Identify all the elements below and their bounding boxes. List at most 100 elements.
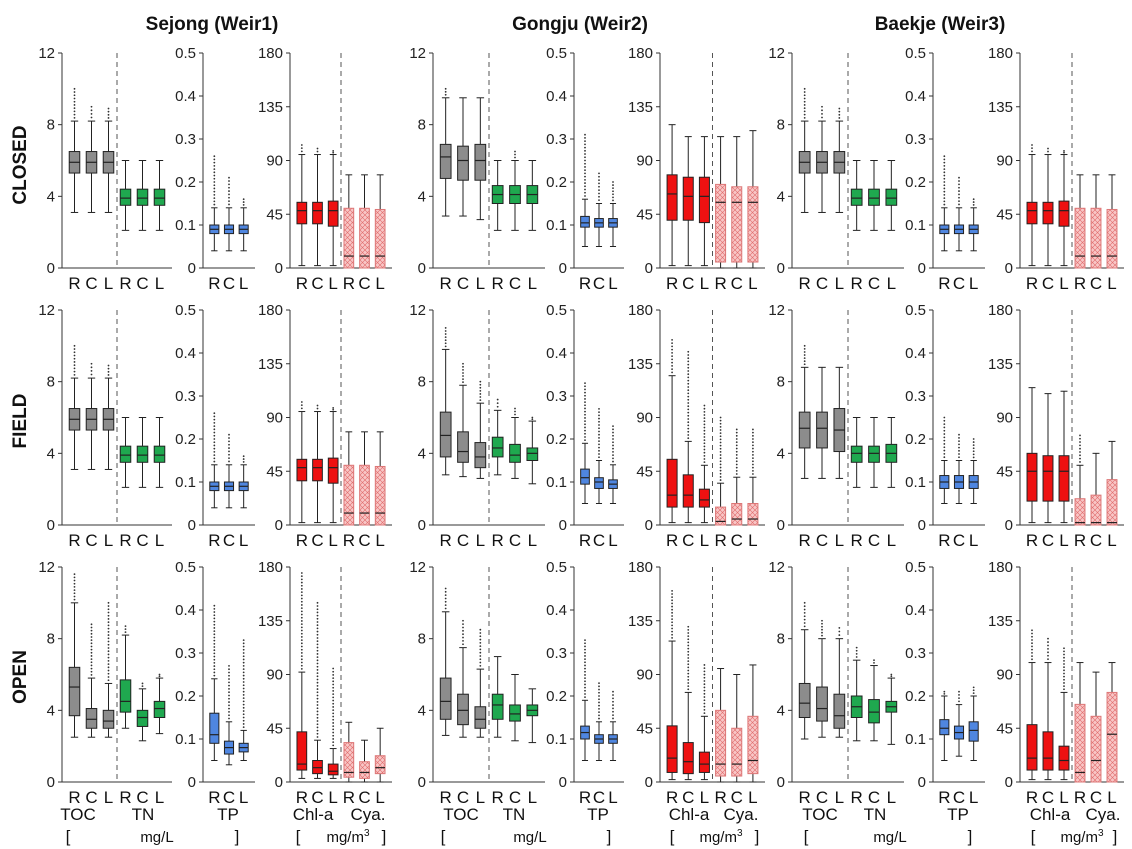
cya-box-r-outlier: [719, 463, 722, 466]
tp-box-c-outlier: [598, 437, 600, 439]
y-tick-label: 90: [636, 667, 653, 684]
y-tick-label: 0.1: [175, 474, 196, 491]
category-label-r: R: [119, 531, 131, 550]
y-tick-label: 4: [47, 702, 55, 719]
category-label-c: C: [682, 531, 694, 550]
y-tick-label: 0.2: [175, 174, 196, 191]
chl-a-box-c-outlier: [687, 679, 690, 681]
toc-box-l-outlier: [107, 614, 110, 617]
chl-a-box-l: [698, 751, 710, 773]
toc-box-c-outlier: [90, 362, 93, 365]
category-label-l: L: [835, 788, 844, 807]
tp-box-r-outlier: [584, 143, 586, 146]
tp-box-r-outlier: [584, 436, 586, 438]
toc-box-l-outlier: [107, 676, 110, 678]
tn-box-c-outlier: [514, 413, 516, 416]
tp-box-r-outlier: [584, 642, 586, 645]
toc-box-c-outlier: [821, 631, 823, 634]
tp-box-r-outlier: [584, 670, 586, 673]
chl-a-box-c-outlier: [316, 643, 319, 646]
tp-box-l-outlier: [612, 707, 614, 710]
y-tick-label: 12: [768, 302, 785, 319]
y-tick-label: 45: [266, 463, 283, 480]
y-tick-label: 12: [768, 45, 785, 62]
tp-box-r: [580, 468, 590, 485]
tp-box-l-outlier: [972, 689, 975, 692]
category-label-l: L: [528, 531, 537, 550]
toc-box-c-outlier: [462, 626, 464, 629]
tp-box-c-outlier: [598, 417, 600, 420]
cya-box-l-outlier: [752, 438, 754, 440]
y-tick-label: 12: [38, 302, 55, 319]
y-tick-label: 0.4: [546, 345, 567, 362]
y-tick-label: 0.1: [905, 474, 926, 491]
tp-box-r-outlier: [213, 168, 216, 171]
cya-box-r: [343, 207, 355, 269]
chl-a-box-r-outlier: [300, 404, 303, 407]
toc-box-l-outlier: [107, 640, 110, 643]
toc-box-l-outlier: [107, 364, 110, 367]
tn-box-c: [136, 188, 149, 206]
toc-box-c-outlier: [462, 619, 464, 622]
toc-box-c-outlier: [462, 381, 464, 384]
toc-box-r-outlier: [444, 345, 447, 348]
tp-box-c-outlier: [958, 200, 960, 203]
category-label-l: L: [608, 274, 617, 293]
cya-box-c-outlier: [735, 447, 738, 450]
tn-box-r-outlier: [855, 646, 858, 649]
chl-a-box-c: [682, 742, 694, 775]
tp-box-l-outlier: [612, 434, 614, 437]
tp-box-c-outlier: [228, 711, 230, 713]
chl-a-box-r-outlier: [671, 605, 673, 608]
y-tick-label: 8: [418, 374, 426, 391]
category-label-r: R: [492, 788, 504, 807]
y-tick-label: 4: [47, 445, 55, 462]
y-tick-label: 4: [418, 445, 426, 462]
tp-box-r-outlier: [584, 658, 586, 661]
toc-box-l-outlier: [107, 637, 110, 640]
chl-a-box-c-outlier: [687, 434, 690, 436]
category-label-r: R: [714, 274, 726, 293]
tp-box-c-outlier: [228, 453, 230, 456]
toc-box-c-outlier: [90, 109, 93, 112]
tn-box-r-outlier: [124, 631, 127, 633]
tn-box-r: [491, 693, 504, 720]
y-tick-label: 135: [628, 356, 653, 373]
y-tick-label: 0.5: [546, 45, 567, 62]
label-tn-3: TN: [864, 805, 887, 824]
tn-box-l-outlier: [531, 418, 534, 421]
panel-sejong-weir1-closed-tp: 0 0.1 0.2 0.3 0.4 0.5 R C L: [175, 45, 255, 293]
chl-a-box-r-outlier: [671, 361, 673, 364]
tp-box-r-outlier: [213, 655, 216, 658]
chl-a-box-l-outlier: [1063, 150, 1065, 152]
y-tick-label: 180: [988, 559, 1013, 576]
category-label-c: C: [868, 788, 880, 807]
chl-a-box-c-outlier: [687, 357, 690, 360]
chl-a-box-r-outlier: [300, 597, 303, 600]
y-tick-label: 180: [628, 559, 653, 576]
y-tick-label: 45: [996, 720, 1013, 737]
tp-box-r-outlier: [213, 652, 216, 655]
tp-box-r-outlier: [584, 689, 586, 692]
cya-box-c: [1090, 715, 1102, 783]
tp-box-c-outlier: [228, 447, 230, 449]
tp-box-l-outlier: [612, 690, 614, 693]
tp-box-l-outlier: [612, 181, 614, 183]
category-label-c: C: [816, 788, 828, 807]
chl-a-box-c-outlier: [687, 437, 690, 440]
chl-a-box-l-outlier: [703, 423, 706, 426]
tp-box-r-outlier: [584, 667, 586, 670]
toc-box-r-outlier: [73, 351, 76, 354]
category-label-c: C: [953, 274, 965, 293]
toc-box-r-outlier: [73, 586, 76, 588]
chl-a-box-c-outlier: [316, 681, 319, 684]
y-tick-label: 45: [636, 720, 653, 737]
tp-box-r-outlier: [584, 655, 586, 657]
chl-a-box-r-outlier: [671, 358, 673, 361]
tp-box-c-outlier: [958, 449, 960, 452]
label-tn-1: TN: [132, 805, 155, 824]
category-label-l: L: [375, 788, 384, 807]
chl-a-box-l-outlier: [703, 429, 706, 432]
y-tick-label: 135: [988, 99, 1013, 116]
tp-box-c-outlier: [228, 701, 230, 703]
